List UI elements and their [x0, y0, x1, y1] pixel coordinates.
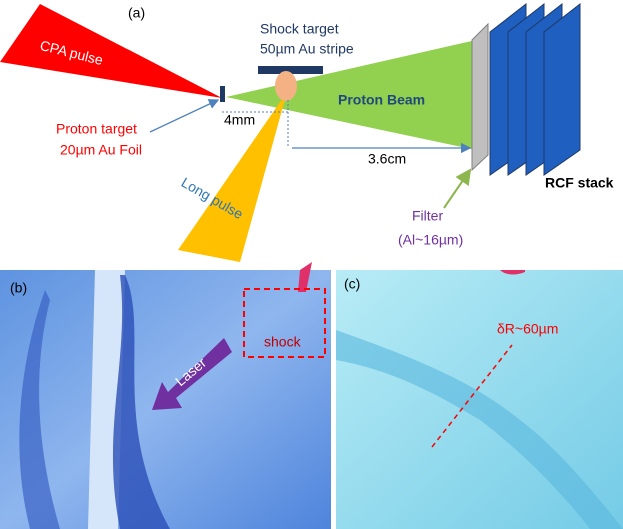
shock-target-label: 50µm Au stripe [260, 41, 354, 57]
rcf-plates [490, 4, 580, 175]
proton-target-label: Proton target [56, 121, 137, 137]
cpa-beam [0, 4, 222, 98]
rcf-label: RCF stack [545, 175, 614, 191]
shock-target-label: Shock target [260, 21, 339, 37]
proton-target [220, 86, 225, 102]
shock-spot [275, 71, 297, 101]
arrow [444, 170, 470, 208]
panel-b: (b) shock Laser [0, 262, 331, 529]
panel-c: (c) δR~60µm [336, 270, 623, 529]
figure: (a) CPA pulse Proton Beam Long pulse Sho… [0, 0, 623, 529]
filter-label: (Al~16µm) [398, 232, 463, 248]
panel-a: (a) CPA pulse Proton Beam Long pulse Sho… [0, 4, 614, 262]
distance-label: 3.6cm [368, 151, 406, 167]
panel-label: (c) [344, 276, 360, 292]
panel-label: (b) [10, 280, 27, 296]
shock-label: shock [264, 334, 302, 350]
filter-plate [472, 24, 488, 170]
proton-target-label: 20µm Au Foil [60, 142, 142, 158]
delta-r-label: δR~60µm [497, 321, 558, 337]
arrow [150, 100, 218, 132]
distance-label: 4mm [224, 112, 255, 128]
filter-label: Filter [412, 208, 443, 224]
panel-label: (a) [128, 5, 145, 21]
proton-beam-label: Proton Beam [338, 92, 425, 108]
